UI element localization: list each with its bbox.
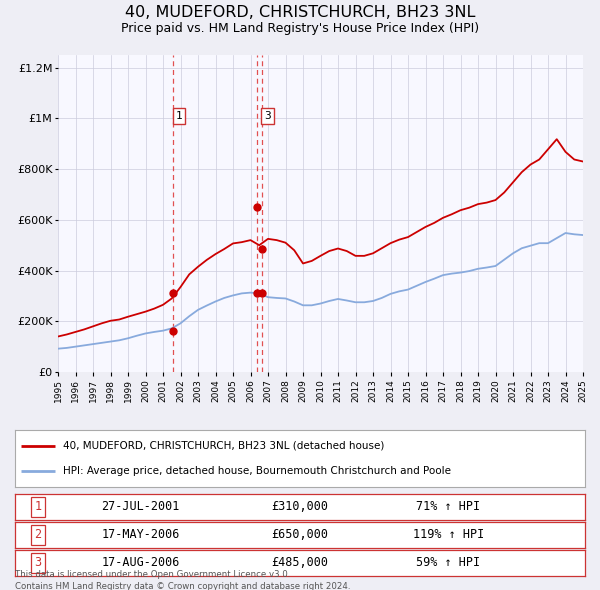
Text: 17-AUG-2006: 17-AUG-2006 [101, 556, 179, 569]
Text: £650,000: £650,000 [271, 529, 329, 542]
Text: 59% ↑ HPI: 59% ↑ HPI [416, 556, 480, 569]
Text: 2: 2 [34, 529, 41, 542]
Text: 40, MUDEFORD, CHRISTCHURCH, BH23 3NL (detached house): 40, MUDEFORD, CHRISTCHURCH, BH23 3NL (de… [64, 441, 385, 451]
Text: 40, MUDEFORD, CHRISTCHURCH, BH23 3NL: 40, MUDEFORD, CHRISTCHURCH, BH23 3NL [125, 5, 475, 20]
Text: 17-MAY-2006: 17-MAY-2006 [101, 529, 179, 542]
Text: £310,000: £310,000 [271, 500, 329, 513]
Text: 71% ↑ HPI: 71% ↑ HPI [416, 500, 480, 513]
Text: 119% ↑ HPI: 119% ↑ HPI [413, 529, 484, 542]
Text: This data is licensed under the Open Government Licence v3.0.: This data is licensed under the Open Gov… [15, 570, 290, 579]
Text: Contains HM Land Registry data © Crown copyright and database right 2024.: Contains HM Land Registry data © Crown c… [15, 582, 350, 590]
Text: £485,000: £485,000 [271, 556, 329, 569]
Text: 27-JUL-2001: 27-JUL-2001 [101, 500, 179, 513]
Text: Price paid vs. HM Land Registry's House Price Index (HPI): Price paid vs. HM Land Registry's House … [121, 22, 479, 35]
Text: 3: 3 [264, 111, 271, 121]
Text: 1: 1 [176, 111, 182, 121]
Text: HPI: Average price, detached house, Bournemouth Christchurch and Poole: HPI: Average price, detached house, Bour… [64, 466, 451, 476]
Text: 1: 1 [34, 500, 41, 513]
Text: 3: 3 [34, 556, 41, 569]
